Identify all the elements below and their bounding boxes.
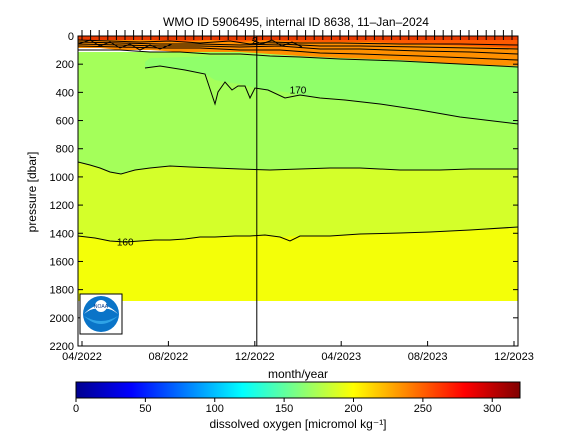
field-top-strip — [78, 36, 518, 40]
x-axis: 04/2022 08/2022 12/2022 04/2023 08/2023 12/20… — [62, 341, 534, 363]
colorbar-tick-label: 200 — [344, 403, 362, 415]
x-tick-label: 04/2022 — [62, 351, 102, 363]
y-tick-label: 1600 — [50, 256, 74, 268]
contour-lines — [78, 39, 518, 243]
chart-title: WMO ID 5906495, internal ID 8638, 11–Jan… — [163, 15, 429, 29]
x-tick-label: 08/2022 — [149, 351, 189, 363]
y-tick-label: 2200 — [50, 341, 74, 353]
y-tick-label: 800 — [56, 144, 74, 156]
profile-ticks — [81, 30, 513, 40]
y-axis: 0 200 400 600 800 1000 1200 1400 1600 1800 2000 220… — [50, 31, 518, 353]
colorbar-tick-label: 0 — [73, 403, 79, 415]
y-tick-label: 1800 — [50, 285, 74, 297]
contour-180 — [78, 49, 518, 68]
colorbar-tick-label: 100 — [206, 403, 224, 415]
contour-labels: 170 160 2 — [117, 36, 307, 249]
x-tick-label: 12/2022 — [235, 351, 275, 363]
y-tick-label: 600 — [56, 116, 74, 128]
y-tick-label: 2000 — [50, 313, 74, 325]
colorbar-tick-label: 150 — [275, 403, 293, 415]
y-tick-label: 1400 — [50, 228, 74, 240]
contour-label: 2 — [252, 36, 258, 47]
noaa-logo: NOAA — [79, 293, 123, 335]
contour-200 — [78, 45, 518, 61]
field-upper-band — [145, 55, 518, 124]
colorbar-label: dissolved oxygen [micromol kg⁻¹] — [209, 417, 386, 431]
oxygen-field — [78, 36, 518, 301]
plot-frame — [77, 35, 519, 347]
y-tick-label: 0 — [68, 31, 74, 43]
y-tick-label: 1200 — [50, 200, 74, 212]
field-deep-band — [78, 162, 518, 242]
colorbar-tick-label: 300 — [483, 403, 501, 415]
contour-label: 160 — [117, 238, 134, 249]
contour-240 — [78, 41, 518, 50]
y-tick-label: 1000 — [50, 172, 74, 184]
colorbar-ticks: 0 50 100 150 200 250 300 — [73, 398, 501, 415]
y-tick-label: 200 — [56, 59, 74, 71]
x-tick-label: 12/2023 — [494, 351, 534, 363]
contour-170b — [144, 65, 518, 125]
contour-label: 170 — [290, 86, 307, 97]
contour-surface-b — [251, 39, 303, 48]
colorbar-tick-label: 250 — [414, 403, 432, 415]
x-tick-label: 04/2023 — [321, 351, 361, 363]
y-tick-label: 400 — [56, 87, 74, 99]
x-tick-label: 08/2023 — [408, 351, 448, 363]
colorbar-tick-label: 50 — [139, 403, 151, 415]
contour-160 — [78, 226, 518, 243]
svg-text:NOAA: NOAA — [94, 304, 109, 310]
x-axis-label: month/year — [268, 367, 328, 381]
colorbar — [75, 381, 521, 399]
contour-220 — [78, 43, 518, 55]
y-axis-label: pressure [dbar] — [25, 152, 39, 233]
contour-surface-a — [78, 39, 173, 51]
contour-170 — [78, 161, 518, 175]
contour-260 — [78, 39, 518, 46]
